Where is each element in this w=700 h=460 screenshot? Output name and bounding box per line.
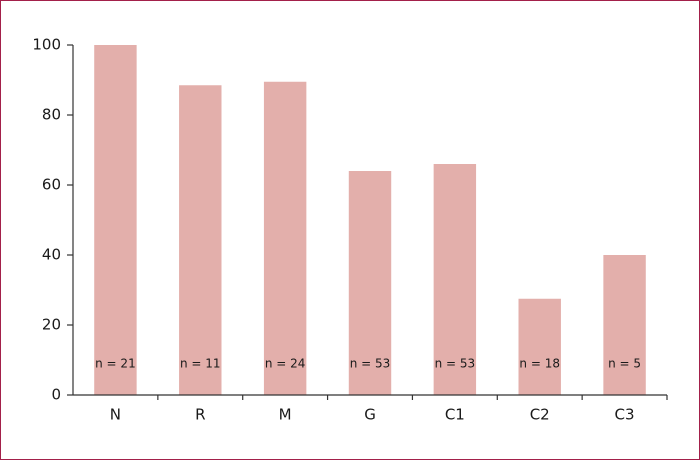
x-tick-label: M (279, 406, 292, 424)
y-tick-label: 80 (42, 106, 61, 124)
y-tick-label: 40 (42, 246, 61, 264)
bar (603, 255, 646, 395)
x-tick-label: C1 (445, 406, 465, 424)
bar-annotation: n = 18 (519, 357, 560, 371)
x-tick-label: R (195, 406, 205, 424)
bar-annotation: n = 21 (95, 357, 136, 371)
x-tick-label: N (110, 406, 121, 424)
bar (348, 171, 392, 395)
bar (94, 45, 137, 395)
bar (263, 81, 307, 395)
bar-annotation: n = 24 (265, 357, 306, 371)
bar-annotation: n = 53 (350, 357, 391, 371)
x-tick-label: G (364, 406, 376, 424)
y-tick-label: 20 (42, 316, 61, 334)
bar (433, 164, 477, 395)
bar-annotation: n = 53 (435, 357, 476, 371)
bar-annotation: n = 11 (180, 357, 221, 371)
x-tick-label: C3 (615, 406, 635, 424)
x-tick-label: C2 (530, 406, 550, 424)
y-tick-label: 60 (42, 176, 61, 194)
bar-annotation: n = 5 (608, 357, 641, 371)
y-tick-label: 0 (51, 386, 61, 404)
y-tick-label: 100 (32, 36, 61, 54)
bar (179, 85, 222, 395)
bar (518, 298, 561, 395)
